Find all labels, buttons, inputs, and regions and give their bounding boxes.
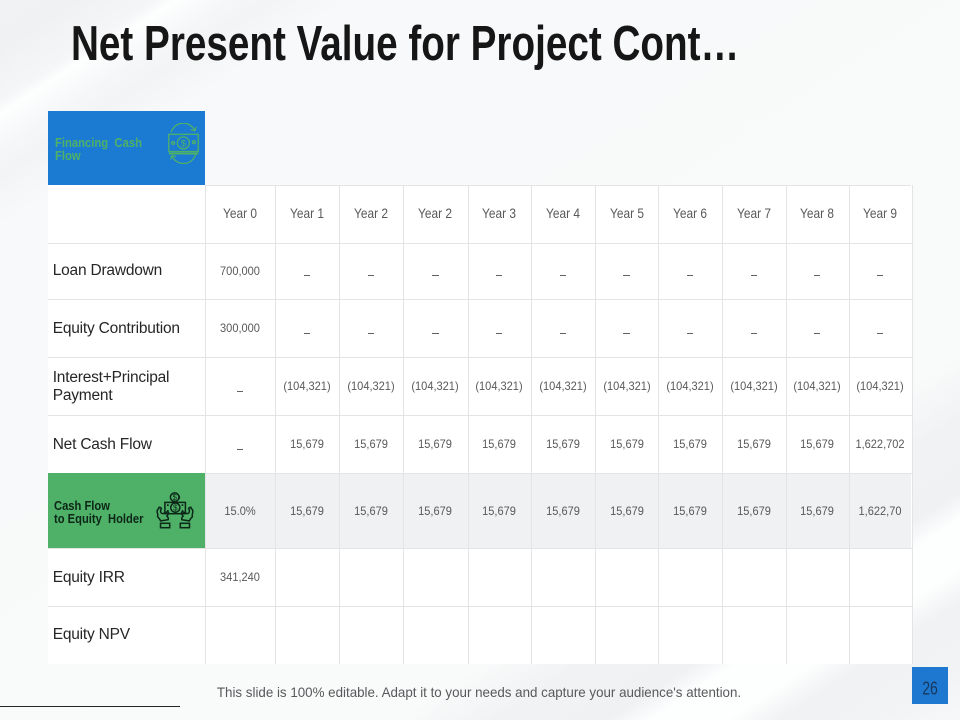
svg-text:$: $	[180, 139, 186, 150]
svg-text:$: $	[173, 504, 178, 513]
svg-text:$: $	[173, 493, 178, 502]
